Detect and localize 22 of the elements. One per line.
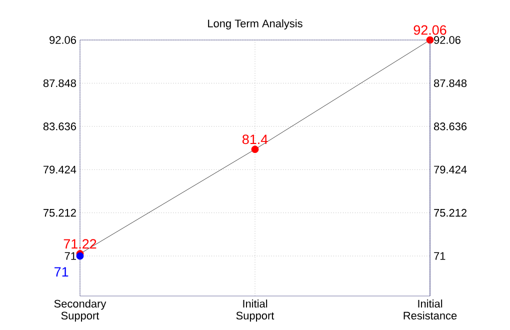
point bbox=[251, 146, 259, 154]
x-tick-label: Initial Support bbox=[236, 300, 274, 322]
y2-tick-label: 79.424 bbox=[434, 166, 467, 174]
y2-tick-label: 92.06 bbox=[434, 36, 460, 44]
y-tick-label: 92.06 bbox=[50, 36, 76, 44]
y2-tick-label: 87.848 bbox=[434, 79, 467, 88]
point bbox=[76, 252, 84, 260]
x-tick-label: Initial Resistance bbox=[404, 300, 457, 320]
point bbox=[426, 36, 434, 44]
y-tick-label: 71 bbox=[64, 252, 76, 260]
data-label: 81.4 bbox=[242, 134, 268, 144]
y-tick-label: 87.848 bbox=[43, 79, 76, 88]
y2-tick-label: 83.636 bbox=[434, 122, 467, 130]
y2-tick-label: 71 bbox=[434, 252, 446, 260]
y-tick-label: 83.636 bbox=[43, 122, 76, 130]
data-label: 92.06 bbox=[414, 25, 446, 35]
y-tick-label: 75.212 bbox=[44, 208, 76, 217]
y-tick-label: 79.424 bbox=[44, 166, 76, 174]
chart-title: Long Term Analysis bbox=[208, 19, 302, 30]
y2-tick-label: 75.212 bbox=[434, 208, 466, 217]
data-label: 71.22 bbox=[64, 239, 96, 249]
x-tick-label: Secondary Support bbox=[54, 300, 106, 322]
